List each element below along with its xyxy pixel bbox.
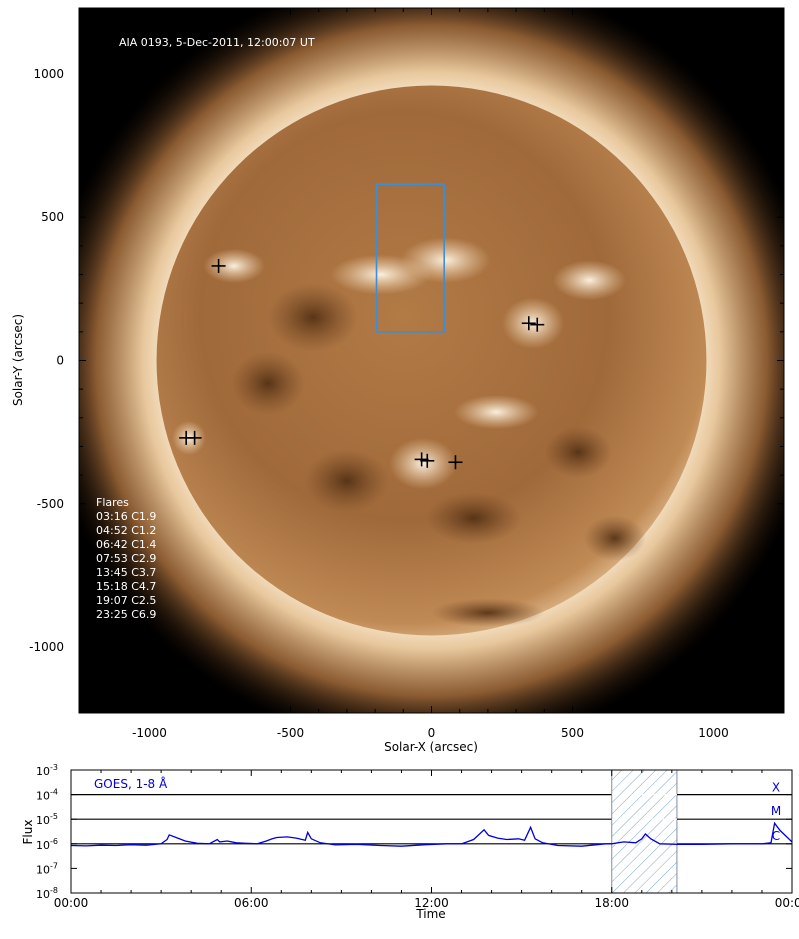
disk-features: [172, 237, 646, 628]
x-tick-label: -1000: [132, 726, 167, 740]
coronal-dark-region: [431, 598, 545, 628]
y-tick-label: 10-8: [36, 886, 58, 901]
y-tick-label: 10-3: [36, 763, 58, 778]
class-label-c: C: [772, 829, 780, 843]
goes-y-axis-label: Flux: [21, 820, 35, 845]
sun-y-axis-label: Solar-Y (arcsec): [11, 314, 25, 406]
region-of-interest-box: [375, 183, 445, 333]
flare-list-item: 13:45 C3.7: [96, 566, 156, 579]
goes-axis-ticks: [70, 769, 793, 894]
goes-series-label: GOES, 1-8 Å: [94, 776, 168, 791]
active-region-glow: [552, 260, 627, 301]
x-tick-label: 18:00: [594, 896, 629, 910]
flare-list-item: 15:18 C4.7: [96, 580, 156, 593]
goes-plot-area: [71, 770, 792, 893]
flare-position-marker: [530, 317, 545, 332]
coronal-dark-region: [425, 492, 522, 544]
active-region-glow: [454, 394, 539, 430]
x-tick-label: 00:00: [775, 896, 799, 910]
y-tick-label: 500: [41, 210, 64, 224]
x-tick-label: 0: [428, 726, 436, 740]
coronal-dark-region: [544, 426, 612, 478]
y-tick-label: 1000: [33, 67, 64, 81]
sun-axis-ticks: [79, 8, 784, 713]
x-tick-label: -500: [277, 726, 304, 740]
flare-list-item: 04:52 C1.2: [96, 524, 156, 537]
coronal-dark-region: [267, 283, 359, 352]
flare-position-marker: [521, 316, 536, 331]
y-tick-label: 10-6: [36, 837, 58, 852]
x-tick-label: 1000: [698, 726, 729, 740]
y-tick-label: 10-4: [36, 788, 58, 803]
y-tick-label: 10-7: [36, 861, 58, 876]
highlight-interval: [611, 769, 678, 894]
flare-list-item: 07:53 C2.9: [96, 552, 156, 565]
goes-panel: GOES, 1-8 Å X M C 00:00 06:00 12:00 18:0…: [21, 763, 799, 921]
flare-list-item: 03:16 C1.9: [96, 510, 156, 523]
active-region-glow: [400, 237, 491, 284]
flare-list-item: 23:25 C6.9: [96, 608, 156, 621]
solar-disk: [156, 85, 707, 636]
goes-x-axis-label: Time: [415, 907, 445, 921]
class-label-x: X: [772, 781, 780, 795]
sun-y-tick-labels: 1000 500 0 -500 -1000: [29, 67, 64, 654]
flare-position-marker: [420, 453, 435, 468]
sun-image-panel: AIA 0193, 5-Dec-2011, 12:00:07 UT Flares…: [11, 7, 785, 754]
x-tick-label: 500: [561, 726, 584, 740]
flare-position-marker: [187, 430, 202, 445]
flare-list-item: 19:07 C2.5: [96, 594, 156, 607]
coronal-dark-region: [583, 515, 646, 562]
sun-title: AIA 0193, 5-Dec-2011, 12:00:07 UT: [119, 36, 315, 49]
goes-flux-line: [71, 821, 792, 847]
x-tick-label: 00:00: [54, 896, 89, 910]
goes-x-tick-labels: 00:00 06:00 12:00 18:00 00:00: [54, 896, 799, 910]
goes-y-tick-labels: 10-3 10-4 10-5 10-6 10-7 10-8: [36, 763, 58, 901]
flare-markers: [179, 258, 545, 470]
class-labels: X M C: [771, 781, 781, 843]
active-region-glow: [203, 248, 266, 284]
x-tick-label: 12:00: [414, 896, 449, 910]
sun-x-tick-labels: -1000 -500 0 500 1000: [132, 726, 729, 740]
active-region-glow: [389, 437, 457, 490]
coronal-dark-region: [304, 449, 390, 513]
flare-position-marker: [448, 455, 463, 470]
coronal-dark-region: [231, 351, 305, 415]
y-tick-label: 10-5: [36, 812, 58, 827]
flare-list-heading: Flares: [96, 496, 129, 509]
y-tick-label: -1000: [29, 640, 64, 654]
class-label-m: M: [771, 804, 781, 818]
flare-list: Flares 03:16 C1.9 04:52 C1.2 06:42 C1.4 …: [96, 496, 156, 621]
x-tick-label: 06:00: [234, 896, 269, 910]
flare-position-marker: [414, 452, 429, 467]
flare-list-item: 06:42 C1.4: [96, 538, 156, 551]
y-tick-label: -500: [37, 497, 64, 511]
y-tick-label: 0: [56, 354, 64, 368]
flare-position-marker: [211, 258, 226, 273]
sun-x-axis-label: Solar-X (arcsec): [384, 740, 478, 754]
